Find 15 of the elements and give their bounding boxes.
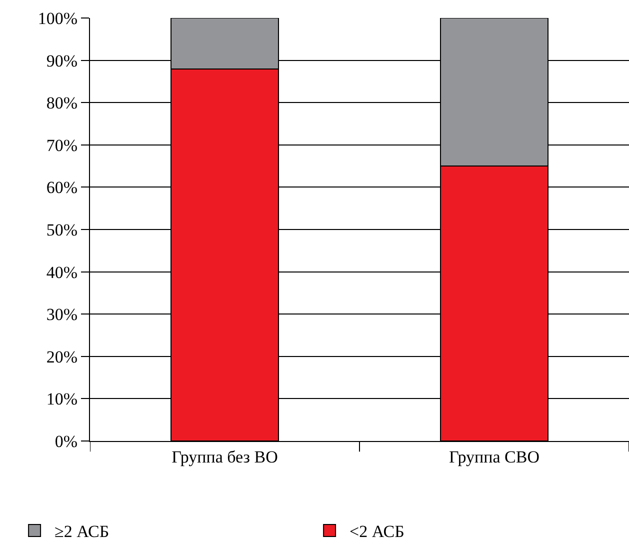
y-tick-label: 10% <box>46 390 78 409</box>
y-tick-label: 70% <box>46 136 78 155</box>
legend-label: ≥2 АСБ <box>54 522 110 542</box>
legend-label: <2 АСБ <box>350 522 404 542</box>
y-tick-label: 80% <box>46 94 78 113</box>
x-tick-label: Группа СВО <box>449 447 540 466</box>
y-tick-label: 20% <box>46 347 78 366</box>
y-tick-label: 100% <box>38 8 78 28</box>
y-tick-label: 30% <box>46 305 78 324</box>
y-tick-label: 0% <box>54 432 78 451</box>
y-tick-label: 40% <box>46 262 78 282</box>
y-tick-label: 90% <box>46 51 78 70</box>
y-tick-label: 60% <box>46 178 78 198</box>
y-tick-label: 50% <box>46 220 78 240</box>
x-tick-label: Группа без ВО <box>172 447 278 466</box>
